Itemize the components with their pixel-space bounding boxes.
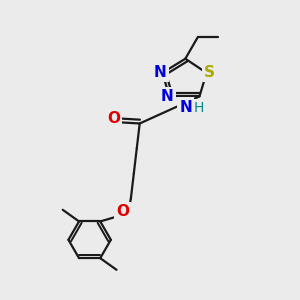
Text: O: O (107, 111, 120, 126)
Text: N: N (154, 65, 167, 80)
Text: N: N (161, 89, 174, 104)
Text: H: H (194, 101, 204, 115)
Text: S: S (204, 65, 215, 80)
Text: N: N (179, 100, 192, 115)
Text: O: O (116, 204, 129, 219)
